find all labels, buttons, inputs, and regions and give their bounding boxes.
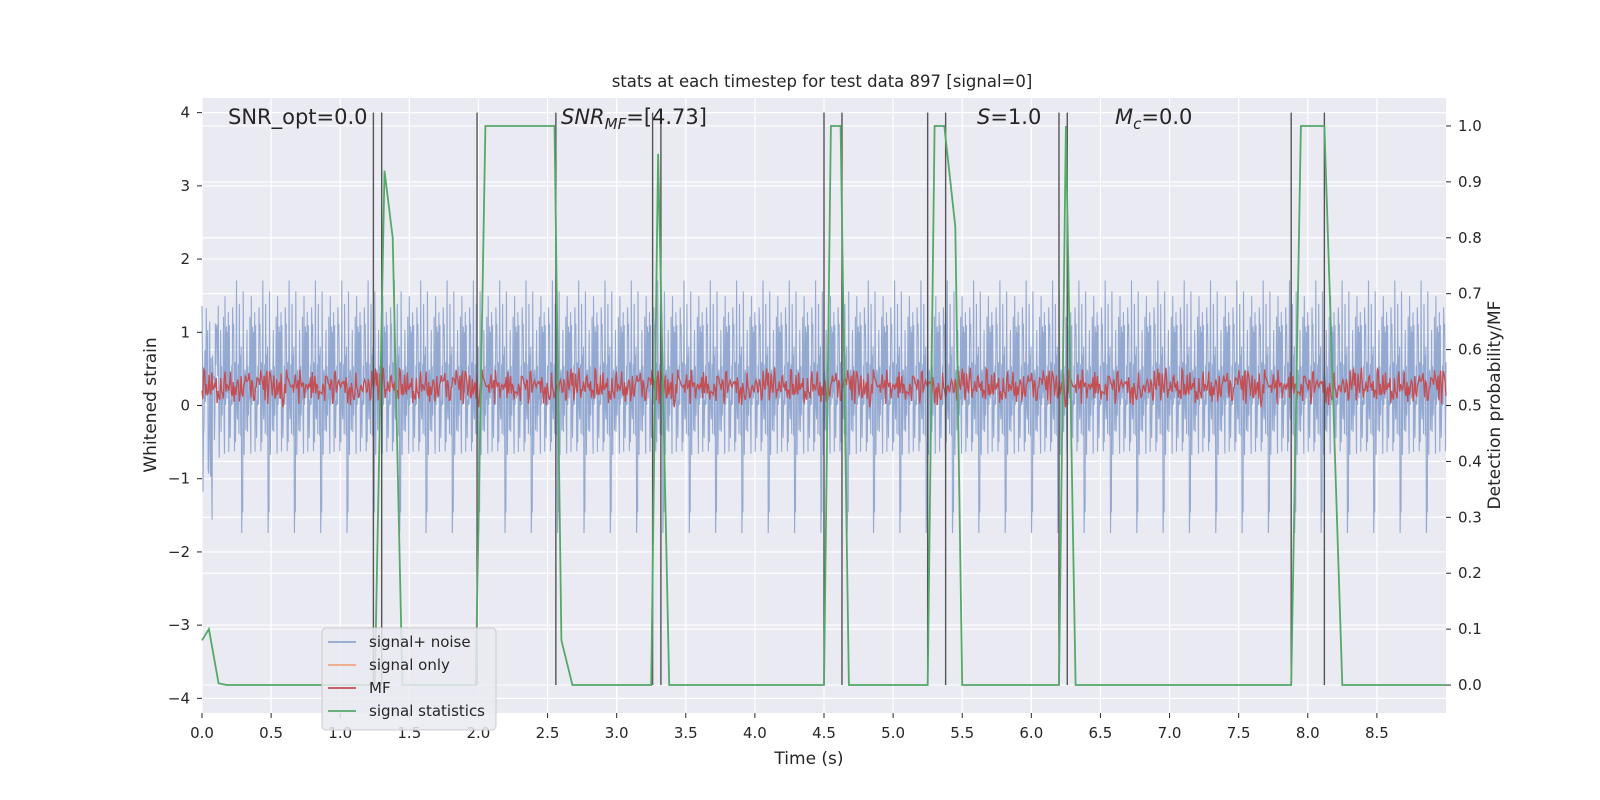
annotation-s-main: S xyxy=(977,105,990,129)
x-tick-label: 8.0 xyxy=(1296,724,1320,742)
y2-tick-label: 0.0 xyxy=(1458,676,1482,694)
y-tick-label: −1 xyxy=(168,470,190,488)
axis-ticks: 0.0 0.5 1.0 1.5 2.0 2.5 3.0 3.5 4.0 4.5 5.0 5.5 6.0 6… xyxy=(168,104,1482,742)
legend-label: MF xyxy=(369,679,391,697)
annotation-mc-sub: c xyxy=(1133,115,1142,133)
y-tick-label: 1 xyxy=(180,323,190,341)
y2-axis-label: Detection probability/MF xyxy=(1485,301,1505,510)
y-tick-label: 3 xyxy=(180,177,190,195)
legend-label: signal+ noise xyxy=(369,633,471,651)
annotation-mc-main: M xyxy=(1115,105,1133,129)
y2-tick-label: 0.7 xyxy=(1458,285,1482,303)
x-axis-label: Time (s) xyxy=(773,749,843,769)
y2-tick-label: 0.9 xyxy=(1458,173,1482,191)
annotation-snr-mf: SNRMF=[4.73] xyxy=(561,105,707,133)
chart-title: stats at each timestep for test data 897… xyxy=(612,72,1033,91)
y2-tick-label: 0.5 xyxy=(1458,397,1482,415)
x-tick-label: 6.0 xyxy=(1019,724,1043,742)
annotation-snr-mf-main: SNR xyxy=(561,105,605,129)
legend-label: signal statistics xyxy=(369,702,485,720)
x-tick-label: 7.0 xyxy=(1158,724,1182,742)
annotation-snr-mf-sub: MF xyxy=(605,115,627,133)
y2-tick-label: 0.1 xyxy=(1458,620,1482,638)
y2-tick-label: 0.6 xyxy=(1458,341,1482,359)
x-tick-label: 4.5 xyxy=(812,724,836,742)
x-tick-label: 2.5 xyxy=(536,724,560,742)
annotation-snr-opt: SNR_opt=0.0 xyxy=(228,105,368,130)
y-axis-label: Whitened strain xyxy=(141,337,161,472)
annotation-snr-mf-rest: =[4.73] xyxy=(626,105,707,129)
x-tick-label: 5.0 xyxy=(881,724,905,742)
y2-tick-label: 0.2 xyxy=(1458,564,1482,582)
y-tick-label: −4 xyxy=(168,689,190,707)
legend-label: signal only xyxy=(369,656,450,674)
y-tick-label: 0 xyxy=(180,397,190,415)
y-tick-label: −2 xyxy=(168,543,190,561)
x-tick-label: 6.5 xyxy=(1089,724,1113,742)
series-line-signal-statistics xyxy=(201,125,1446,686)
x-tick-label: 3.5 xyxy=(674,724,698,742)
x-tick-label: 5.5 xyxy=(950,724,974,742)
legend-box xyxy=(321,627,497,731)
x-tick-label: 3.0 xyxy=(605,724,629,742)
y2-tick-label: 0.8 xyxy=(1458,229,1482,247)
x-tick-label: 7.5 xyxy=(1227,724,1251,742)
y-tick-label: −3 xyxy=(168,616,190,634)
annotation-mc-rest: =0.0 xyxy=(1141,105,1192,129)
x-tick-label: 4.0 xyxy=(743,724,767,742)
annotation-mc: Mc=0.0 xyxy=(1115,105,1192,133)
x-tick-label: 8.5 xyxy=(1365,724,1389,742)
x-tick-label: 0.5 xyxy=(259,724,283,742)
x-tick-label: 0.0 xyxy=(190,724,214,742)
y2-tick-label: 0.3 xyxy=(1458,508,1482,526)
y2-tick-label: 0.4 xyxy=(1458,452,1482,470)
y-tick-label: 4 xyxy=(180,104,190,122)
y-tick-label: 2 xyxy=(180,250,190,268)
legend: signal+ noise signal only MF signal statist… xyxy=(321,627,497,731)
annotation-s: S=1.0 xyxy=(977,105,1041,129)
y2-tick-label: 1.0 xyxy=(1458,117,1482,135)
annotation-s-rest: =1.0 xyxy=(990,105,1041,129)
